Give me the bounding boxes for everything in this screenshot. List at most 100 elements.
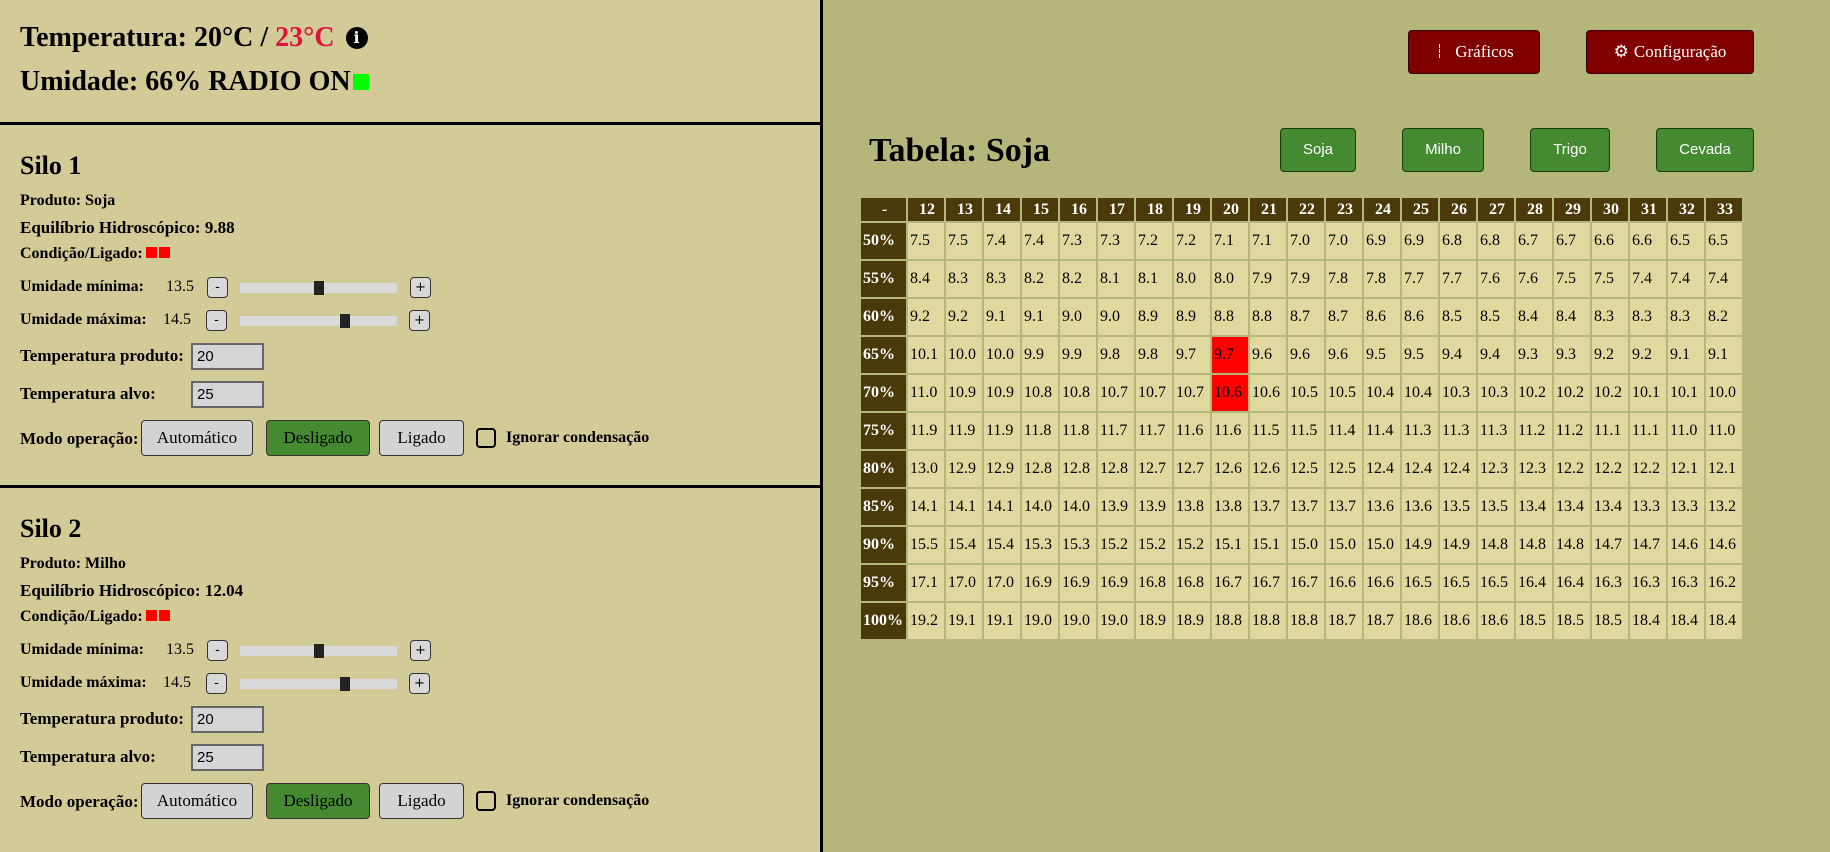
table-cell: 8.7	[1288, 299, 1324, 335]
table-cell: 7.4	[984, 223, 1020, 259]
mode-on-button[interactable]: Ligado	[379, 420, 464, 456]
max-humidity-decrease-button[interactable]: -	[206, 673, 227, 694]
max-humidity-increase-button[interactable]: +	[409, 673, 430, 694]
table-cell: 12.8	[1060, 451, 1096, 487]
table-cell: 16.3	[1668, 565, 1704, 601]
operation-mode-label: Modo operação:	[20, 792, 139, 811]
column-header-23: 23	[1326, 198, 1362, 221]
table-cell: 19.1	[946, 603, 982, 639]
temperature-current: 20°C	[193, 22, 254, 53]
max-humidity-decrease-button[interactable]: -	[206, 310, 227, 331]
product-soja-button[interactable]: Soja	[1280, 128, 1356, 172]
table-cell: 10.6	[1250, 375, 1286, 411]
table-cell: 10.0	[984, 337, 1020, 373]
product-temperature-label: Temperatura produto:	[20, 709, 184, 728]
column-header-28: 28	[1516, 198, 1552, 221]
table-cell: 10.9	[984, 375, 1020, 411]
table-row: 95% 17.1 17.0 17.0 16.9 16.9 16.9 16.8 16.8 16.7 1…	[861, 565, 1742, 601]
mode-automatic-button[interactable]: Automático	[141, 783, 253, 819]
table-cell: 18.8	[1250, 603, 1286, 639]
table-cell: 8.3	[1630, 299, 1666, 335]
min-humidity-decrease-button[interactable]: -	[207, 640, 228, 661]
table-cell: 9.7	[1174, 337, 1210, 373]
mode-off-button[interactable]: Desligado	[266, 420, 370, 456]
min-humidity-increase-button[interactable]: +	[410, 640, 431, 661]
table-cell: 8.4	[1554, 299, 1590, 335]
row-header: 70%	[861, 375, 906, 411]
table-cell: 11.6	[1174, 413, 1210, 449]
table-cell: 7.3	[1098, 223, 1134, 259]
mode-off-button[interactable]: Desligado	[266, 783, 370, 819]
product-cevada-button[interactable]: Cevada	[1656, 128, 1754, 172]
table-cell: 14.1	[946, 489, 982, 525]
table-cell: 6.8	[1478, 223, 1514, 259]
mode-on-button[interactable]: Ligado	[379, 783, 464, 819]
silo-product: Produto: Soja	[20, 192, 116, 209]
slider-thumb[interactable]	[313, 644, 324, 658]
table-cell: 15.3	[1060, 527, 1096, 563]
min-humidity-slider[interactable]	[240, 644, 397, 658]
table-cell: 10.8	[1060, 375, 1096, 411]
slider-thumb[interactable]	[313, 281, 324, 295]
product-milho-button[interactable]: Milho	[1402, 128, 1484, 172]
table-cell: 8.8	[1212, 299, 1248, 335]
min-humidity-slider[interactable]	[240, 281, 397, 295]
slider-thumb[interactable]	[339, 314, 350, 328]
table-cell: 18.8	[1212, 603, 1248, 639]
table-cell: 13.6	[1364, 489, 1400, 525]
product-temperature-input[interactable]: 20	[191, 343, 264, 370]
target-temperature-input[interactable]: 25	[191, 381, 264, 408]
table-cell: 6.9	[1402, 223, 1438, 259]
table-cell: 12.1	[1668, 451, 1704, 487]
max-humidity-increase-button[interactable]: +	[409, 310, 430, 331]
table-cell: 6.9	[1364, 223, 1400, 259]
table-cell: 11.5	[1288, 413, 1324, 449]
max-humidity-slider[interactable]	[240, 314, 397, 328]
table-cell: 16.7	[1212, 565, 1248, 601]
max-humidity-slider[interactable]	[240, 677, 397, 691]
ignore-condensation-checkbox[interactable]	[476, 791, 496, 811]
table-cell: 15.3	[1022, 527, 1058, 563]
info-circle-icon[interactable]: i	[345, 27, 368, 49]
table-cell: 14.0	[1060, 489, 1096, 525]
column-header-22: 22	[1288, 198, 1324, 221]
min-humidity-decrease-button[interactable]: -	[207, 277, 228, 298]
charts-button[interactable]: Gráficos	[1408, 30, 1540, 74]
table-cell: 10.9	[946, 375, 982, 411]
table-cell: 14.1	[908, 489, 944, 525]
ignore-condensation-checkbox[interactable]	[476, 428, 496, 448]
table-cell: 13.4	[1516, 489, 1552, 525]
table-cell: 9.5	[1402, 337, 1438, 373]
table-cell: 15.5	[908, 527, 944, 563]
table-cell: 18.7	[1326, 603, 1362, 639]
table-cell: 9.8	[1098, 337, 1134, 373]
product-temperature-input[interactable]: 20	[191, 706, 264, 733]
table-cell: 12.4	[1402, 451, 1438, 487]
min-humidity-increase-button[interactable]: +	[410, 277, 431, 298]
table-cell: 11.4	[1326, 413, 1362, 449]
table-cell: 13.4	[1592, 489, 1628, 525]
table-cell: 9.4	[1478, 337, 1514, 373]
table-cell: 14.6	[1706, 527, 1742, 563]
table-cell: 8.2	[1022, 261, 1058, 297]
row-header: 75%	[861, 413, 906, 449]
table-cell: 14.6	[1668, 527, 1704, 563]
table-cell: 18.6	[1402, 603, 1438, 639]
table-cell: 10.4	[1402, 375, 1438, 411]
table-cell: 10.5	[1326, 375, 1362, 411]
table-cell: 9.2	[1592, 337, 1628, 373]
target-temperature-input[interactable]: 25	[191, 744, 264, 771]
table-cell: 13.7	[1250, 489, 1286, 525]
table-cell: 8.6	[1402, 299, 1438, 335]
table-cell: 9.8	[1136, 337, 1172, 373]
table-cell: 16.8	[1174, 565, 1210, 601]
settings-button[interactable]: ⚙ Configuração	[1586, 30, 1754, 74]
slider-thumb[interactable]	[339, 677, 350, 691]
table-cell: 6.5	[1668, 223, 1704, 259]
mode-automatic-button[interactable]: Automático	[141, 420, 253, 456]
ignore-condensation-label: Ignorar condensação	[506, 429, 650, 446]
product-trigo-button[interactable]: Trigo	[1530, 128, 1610, 172]
table-cell: 13.2	[1706, 489, 1742, 525]
table-cell: 18.4	[1668, 603, 1704, 639]
min-humidity-label: Umidade mínima:	[20, 641, 144, 658]
